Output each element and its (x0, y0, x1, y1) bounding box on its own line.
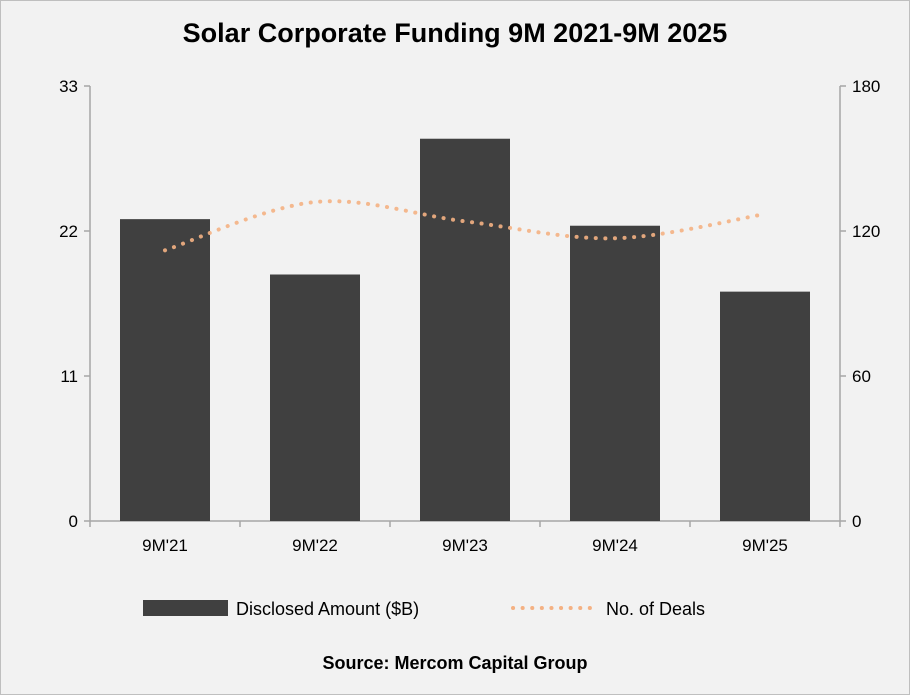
bar-9M'24 (570, 225, 660, 521)
left-tick-label: 11 (60, 367, 78, 386)
right-tick-label: 0 (852, 512, 861, 531)
chart-title: Solar Corporate Funding 9M 2021-9M 2025 (182, 18, 728, 48)
right-tick-label: 180 (852, 77, 880, 96)
legend-label-line: No. of Deals (606, 599, 705, 619)
right-tick-label: 120 (852, 222, 880, 241)
legend-label-bars: Disclosed Amount ($B) (236, 599, 419, 619)
bar-9M'23 (420, 138, 510, 521)
right-tick-label: 60 (852, 367, 871, 386)
legend-swatch-bars (143, 600, 228, 616)
bar-9M'25 (720, 291, 810, 521)
x-tick-label: 9M'21 (142, 536, 188, 555)
left-tick-label: 22 (59, 222, 78, 241)
x-tick-label: 9M'22 (292, 536, 338, 555)
x-tick-label: 9M'24 (592, 536, 638, 555)
bar-9M'21 (120, 219, 210, 522)
left-tick-label: 33 (59, 77, 78, 96)
left-tick-label: 0 (69, 512, 78, 531)
source-note: Source: Mercom Capital Group (322, 653, 588, 673)
x-tick-label: 9M'23 (442, 536, 488, 555)
bar-9M'22 (270, 274, 360, 521)
x-tick-label: 9M'25 (742, 536, 788, 555)
deals-line (163, 199, 767, 253)
